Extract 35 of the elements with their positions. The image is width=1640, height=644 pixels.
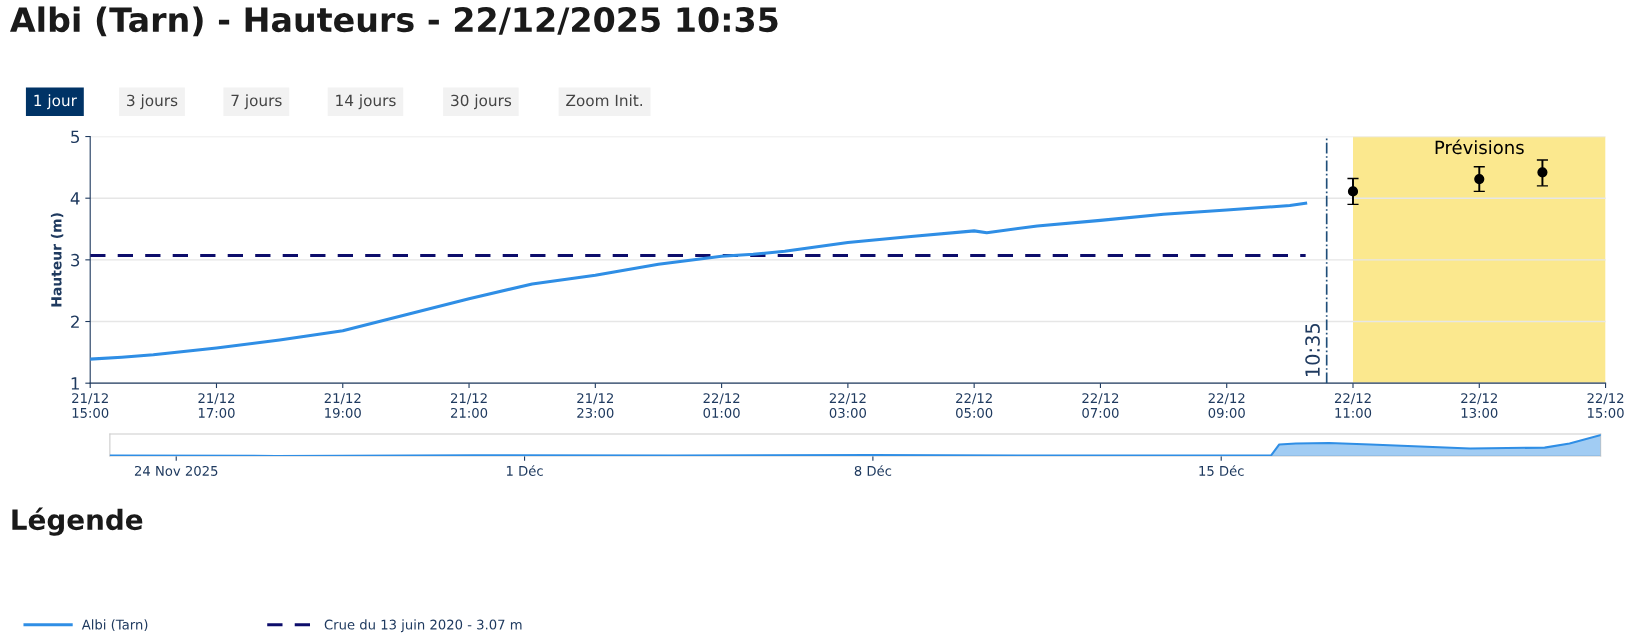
y-tick-label: 4	[70, 192, 80, 205]
y-tick-label: 1	[71, 377, 79, 390]
x-tick-label: 21/12 17:00	[198, 393, 235, 418]
x-tick-label: 21/12 23:00	[577, 393, 614, 418]
x-tick-label: 1 Déc	[506, 465, 543, 476]
x-tick-label: 22/12 07:00	[1082, 393, 1119, 418]
text: 3 jours	[127, 94, 178, 110]
x-tick-label: 24 Nov 2025	[134, 465, 218, 476]
legend-label: Crue du 13 juin 2020 - 3.07 m	[324, 619, 522, 633]
x-tick-label: 22/12 11:00	[1334, 393, 1372, 418]
ref-line-label: 10:35	[1305, 323, 1320, 377]
text: Légende	[12, 507, 143, 536]
y-tick-label: 3	[71, 253, 80, 267]
legend-label: Albi (Tarn)	[81, 619, 148, 632]
x-tick-label: 22/12 13:00	[1461, 393, 1498, 418]
y-axis-title: Hauteur (m)	[50, 213, 64, 307]
x-tick-label: 21/12 19:00	[324, 393, 361, 418]
x-tick-label: 22/12 05:00	[956, 393, 993, 418]
x-tick-label: 21/12 15:00	[72, 393, 109, 418]
x-tick-label: 22/12 03:00	[829, 393, 867, 418]
text: 7 jours	[231, 94, 282, 110]
text: 14 jours	[336, 94, 396, 110]
x-tick-label: 21/12 21:00	[450, 393, 488, 418]
x-tick-label: 22/12 09:00	[1208, 393, 1245, 418]
x-tick-label: 8 Déc	[854, 465, 892, 476]
text: Zoom Init.	[566, 94, 642, 107]
x-tick-label: 22/12 15:00	[1587, 393, 1624, 418]
text: 1 jour	[34, 94, 77, 110]
y-tick-label: 5	[71, 130, 80, 144]
text: 30 jours	[451, 94, 512, 110]
x-tick-label: 22/12 01:00	[703, 393, 740, 418]
band-label: Prévisions	[1435, 139, 1524, 155]
y-tick-label: 2	[71, 315, 79, 328]
x-tick-label: 15 Déc	[1199, 465, 1244, 476]
chart-title: Albi (Tarn) - Hauteurs - 22/12/2025 10:35	[10, 6, 778, 37]
